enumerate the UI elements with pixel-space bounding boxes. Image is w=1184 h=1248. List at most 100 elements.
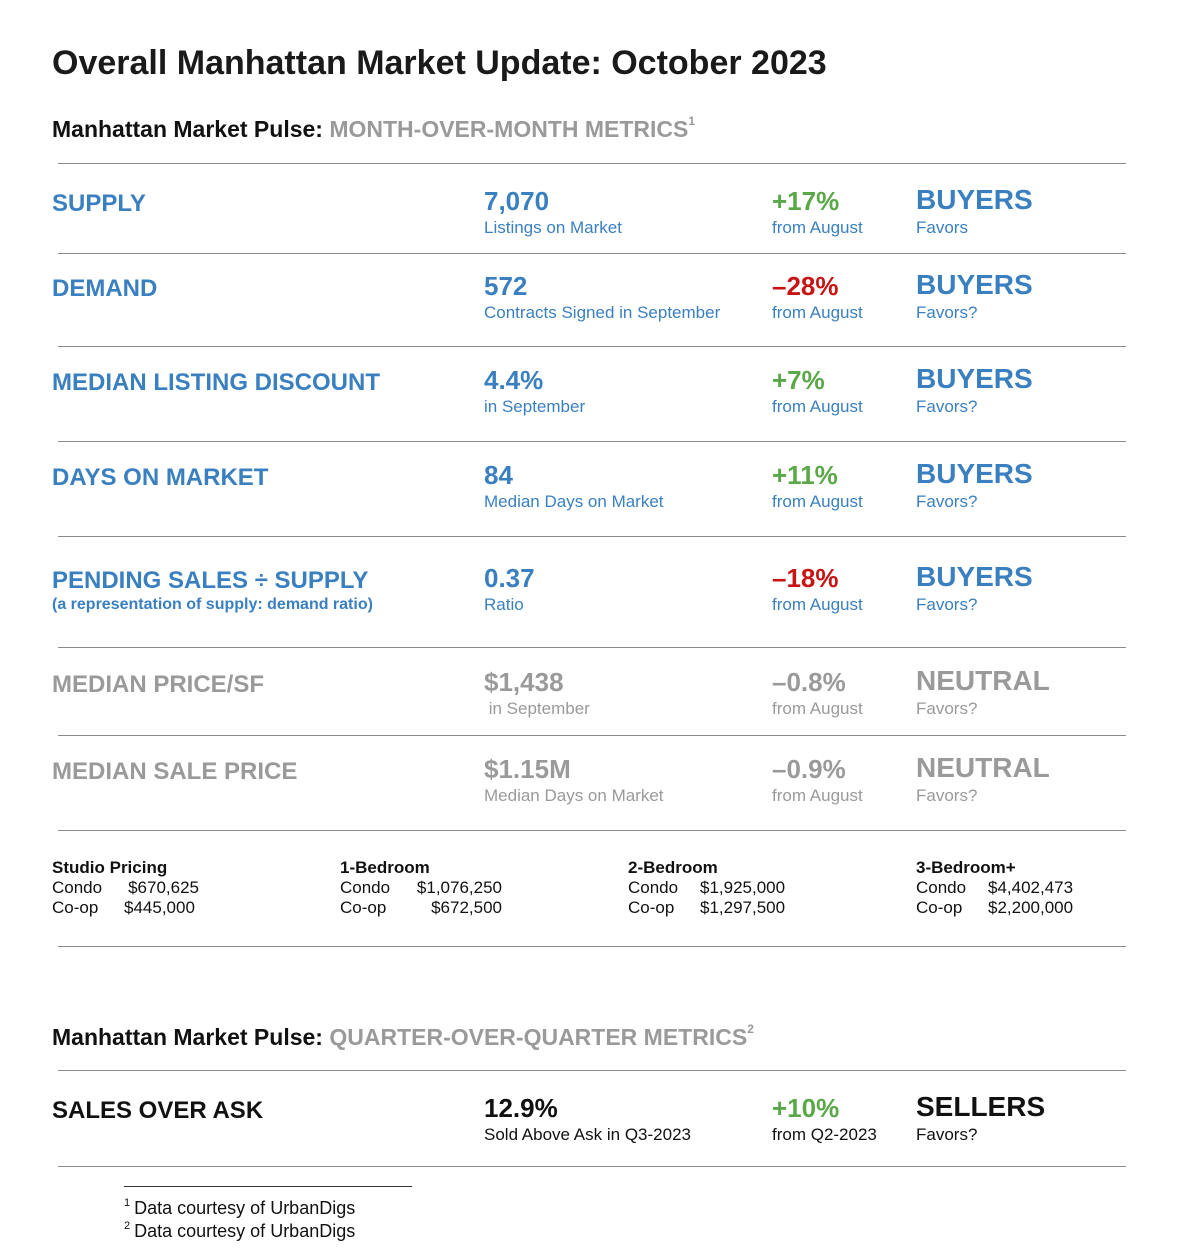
divider bbox=[58, 1166, 1126, 1167]
metric-value: $1.15M bbox=[484, 754, 571, 784]
divider bbox=[58, 735, 1126, 736]
metric-favor: BUYERS bbox=[916, 458, 1033, 489]
mom-section-heading: Manhattan Market Pulse: MONTH-OVER-MONTH… bbox=[52, 114, 696, 143]
metric-change: –28% bbox=[772, 271, 839, 301]
qoq-heading-metrics: QUARTER-OVER-QUARTER METRICS bbox=[329, 1024, 748, 1050]
qoq-section-heading: Manhattan Market Pulse: QUARTER-OVER-QUA… bbox=[52, 1022, 754, 1051]
pricing-heading: 2-Bedroom bbox=[628, 858, 718, 877]
metric-favor-caption: Favors? bbox=[916, 786, 978, 805]
pricing-condo-label: Condo bbox=[340, 878, 391, 897]
metric-favor: BUYERS bbox=[916, 184, 1033, 215]
metric-change-caption: from August bbox=[772, 303, 863, 322]
pricing-condo-value: $4,402,473 bbox=[988, 878, 1074, 897]
pricing-coop-value: $672,500 bbox=[431, 898, 502, 917]
metric-favor: NEUTRAL bbox=[916, 752, 1050, 783]
metric-change: –0.8% bbox=[772, 667, 846, 697]
metric-change-caption: from August bbox=[772, 218, 863, 237]
metric-favor: NEUTRAL bbox=[916, 665, 1050, 696]
page-title: Overall Manhattan Market Update: October… bbox=[52, 44, 827, 82]
pricing-coop-value: $1,297,500 bbox=[700, 898, 786, 917]
metric-label: PENDING SALES ÷ SUPPLY bbox=[52, 567, 369, 594]
footnote-divider bbox=[124, 1186, 412, 1187]
metric-favor: BUYERS bbox=[916, 269, 1033, 300]
pricing-coop-value: $2,200,000 bbox=[988, 898, 1074, 917]
footnote-2: 2 Data courtesy of UrbanDigs bbox=[124, 1220, 356, 1242]
metric-favor-caption: Favors bbox=[916, 218, 968, 237]
metric-value: $1,438 bbox=[484, 667, 564, 697]
metric-favor-caption: Favors? bbox=[916, 595, 978, 614]
pricing-condo-value: $1,925,000 bbox=[700, 878, 786, 897]
metric-change-caption: from August bbox=[772, 699, 863, 718]
mom-heading-footnote-ref: 1 bbox=[688, 114, 696, 128]
pricing-condo-value: $670,625 bbox=[128, 878, 199, 897]
divider bbox=[58, 163, 1126, 164]
metric-favor: SELLERS bbox=[916, 1091, 1046, 1122]
metric-value-caption: Median Days on Market bbox=[484, 492, 664, 511]
metric-value: 0.37 bbox=[484, 563, 535, 593]
metric-label: SUPPLY bbox=[52, 190, 146, 217]
pricing-heading: Studio Pricing bbox=[52, 858, 168, 877]
mom-heading-metrics: MONTH-OVER-MONTH METRICS bbox=[329, 116, 689, 142]
pricing-block-2-bedroom: 2-Bedroom Condo $1,925,000 Co-op $1,297,50… bbox=[628, 858, 790, 918]
metric-change-caption: from August bbox=[772, 492, 863, 511]
metric-label: DAYS ON MARKET bbox=[52, 464, 269, 491]
divider bbox=[58, 536, 1126, 537]
metric-favor: BUYERS bbox=[916, 561, 1033, 592]
metric-favor-caption: Favors? bbox=[916, 1125, 978, 1144]
footnote-number: 1 bbox=[124, 1197, 131, 1209]
metric-change: +10% bbox=[772, 1093, 840, 1123]
metric-value: 572 bbox=[484, 271, 528, 301]
metric-value-caption: Contracts Signed in September bbox=[484, 303, 721, 322]
metric-label: MEDIAN LISTING DISCOUNT bbox=[52, 369, 380, 396]
metric-favor: BUYERS bbox=[916, 363, 1033, 394]
footnote-1: 1 Data courtesy of UrbanDigs bbox=[124, 1197, 355, 1219]
metric-value-caption: Listings on Market bbox=[484, 218, 622, 237]
metric-change-caption: from August bbox=[772, 397, 863, 416]
metric-value-caption: Median Days on Market bbox=[484, 786, 664, 805]
metric-change: +17% bbox=[772, 186, 840, 216]
pricing-heading: 3-Bedroom+ bbox=[916, 858, 1016, 877]
divider bbox=[58, 647, 1126, 648]
metric-value: 7,070 bbox=[484, 186, 550, 216]
pricing-heading: 1-Bedroom bbox=[340, 858, 430, 877]
divider bbox=[58, 346, 1126, 347]
metric-label: MEDIAN PRICE/SF bbox=[52, 671, 265, 698]
divider bbox=[58, 253, 1126, 254]
metric-favor-caption: Favors? bbox=[916, 492, 978, 511]
pricing-condo-value: $1,076,250 bbox=[416, 878, 502, 897]
metric-value: 4.4% bbox=[484, 365, 544, 395]
metric-label-caption: (a representation of supply: demand rati… bbox=[52, 596, 373, 613]
pricing-coop-label: Co-op bbox=[52, 898, 99, 917]
pricing-block-1-bedroom: 1-Bedroom Condo $1,076,250 Co-op $672,500 bbox=[340, 858, 502, 918]
pricing-coop-label: Co-op bbox=[340, 898, 387, 917]
divider bbox=[58, 946, 1126, 947]
pricing-coop-value: $445,000 bbox=[124, 898, 195, 917]
divider bbox=[58, 441, 1126, 442]
metric-value-caption: in September bbox=[484, 397, 586, 416]
metric-favor-caption: Favors? bbox=[916, 397, 978, 416]
pricing-condo-label: Condo bbox=[628, 878, 679, 897]
metric-value: 12.9% bbox=[484, 1093, 558, 1123]
metric-value-caption: Ratio bbox=[484, 595, 524, 614]
metric-value-caption: in September bbox=[484, 699, 590, 718]
metric-label: MEDIAN SALE PRICE bbox=[52, 758, 298, 785]
metric-change-caption: from August bbox=[772, 786, 863, 805]
mom-heading-label: Manhattan Market Pulse: bbox=[52, 116, 323, 142]
metric-value: 84 bbox=[484, 460, 513, 490]
divider bbox=[58, 830, 1126, 831]
qoq-heading-footnote-ref: 2 bbox=[747, 1022, 754, 1036]
metric-label: SALES OVER ASK bbox=[52, 1097, 264, 1124]
metric-change: +7% bbox=[772, 365, 825, 395]
metric-value-caption: Sold Above Ask in Q3-2023 bbox=[484, 1125, 691, 1144]
pricing-condo-label: Condo bbox=[52, 878, 103, 897]
pricing-coop-label: Co-op bbox=[916, 898, 963, 917]
pricing-block-studio: Studio Pricing Condo $670,625 Co-op $445,0… bbox=[52, 858, 199, 918]
footnote-number: 2 bbox=[124, 1220, 131, 1232]
pricing-block-3-bedroom-plus: 3-Bedroom+ Condo $4,402,473 Co-op $2,200,0… bbox=[916, 858, 1078, 918]
metric-change-caption: from August bbox=[772, 595, 863, 614]
divider bbox=[58, 1070, 1126, 1071]
pricing-condo-label: Condo bbox=[916, 878, 967, 897]
footnote-text: Data courtesy of UrbanDigs bbox=[134, 1221, 356, 1241]
metric-change: –18% bbox=[772, 563, 839, 593]
qoq-heading-label: Manhattan Market Pulse: bbox=[52, 1024, 323, 1050]
